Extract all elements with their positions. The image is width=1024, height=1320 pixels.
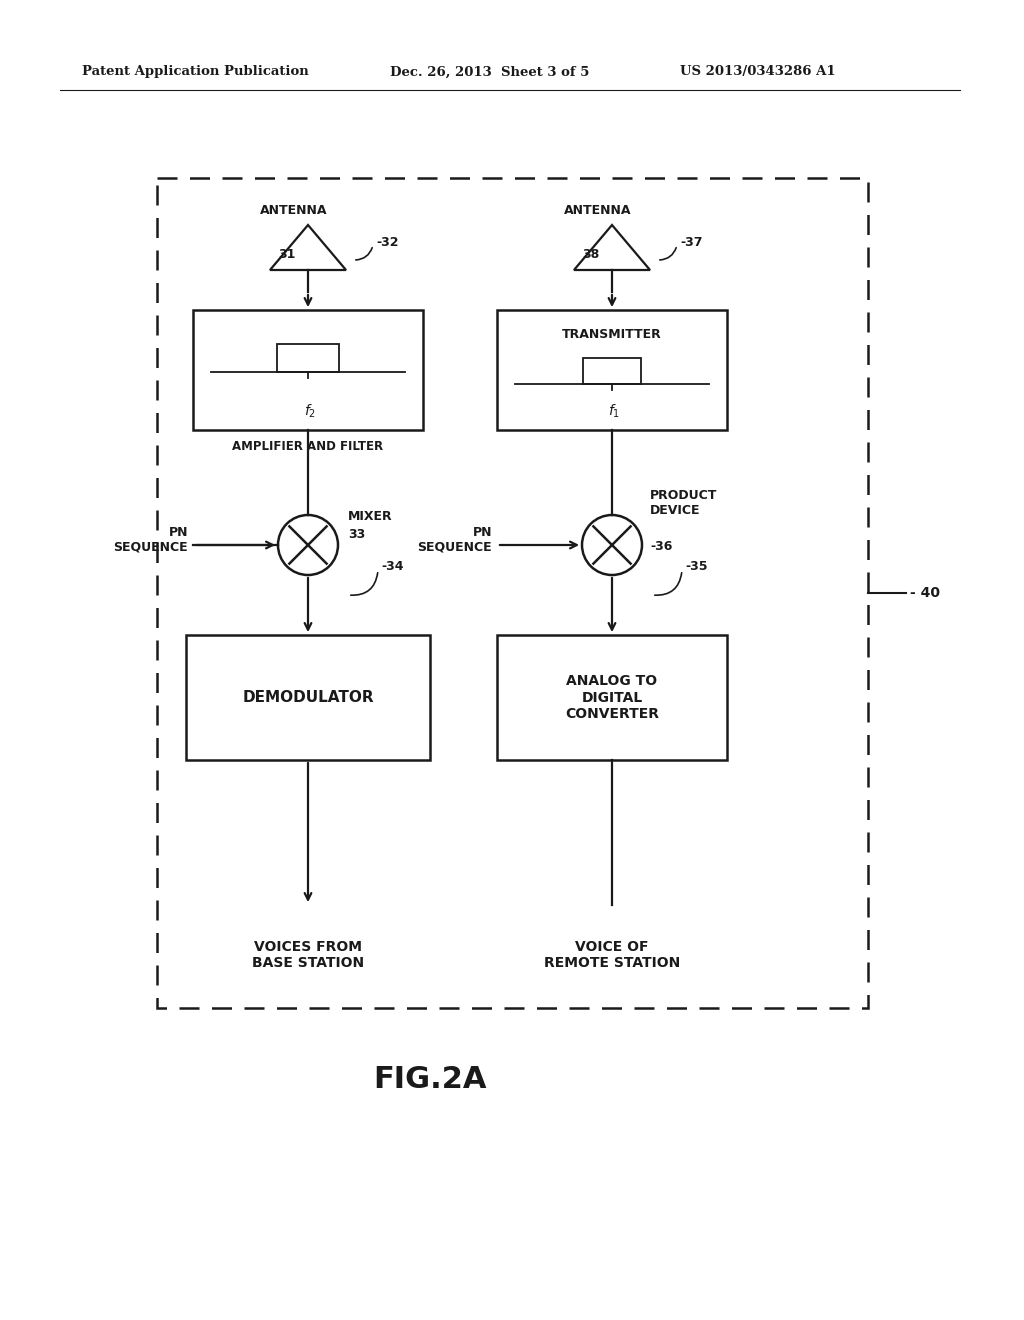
Text: ANTENNA: ANTENNA: [564, 205, 632, 216]
Text: -35: -35: [685, 561, 708, 573]
Bar: [583, 359, 641, 384]
Text: US 2013/0343286 A1: US 2013/0343286 A1: [680, 66, 836, 78]
Text: ANALOG TO
DIGITAL
CONVERTER: ANALOG TO DIGITAL CONVERTER: [565, 675, 659, 721]
Bar: [497, 310, 727, 430]
Text: -36: -36: [650, 540, 673, 553]
Text: TRANSMITTER: TRANSMITTER: [562, 327, 662, 341]
Bar: [157, 178, 868, 1008]
Text: -32: -32: [376, 235, 398, 248]
Text: 31: 31: [278, 248, 295, 261]
Text: VOICE OF
REMOTE STATION: VOICE OF REMOTE STATION: [544, 940, 680, 970]
Text: PN
SEQUENCE: PN SEQUENCE: [418, 525, 492, 554]
Text: ANTENNA: ANTENNA: [260, 205, 328, 216]
Text: MIXER: MIXER: [348, 511, 392, 524]
Text: PN
SEQUENCE: PN SEQUENCE: [114, 525, 188, 554]
Text: -37: -37: [680, 235, 702, 248]
Text: Dec. 26, 2013  Sheet 3 of 5: Dec. 26, 2013 Sheet 3 of 5: [390, 66, 590, 78]
Text: $f_2$: $f_2$: [304, 403, 316, 420]
Text: Patent Application Publication: Patent Application Publication: [82, 66, 309, 78]
Text: FIG.2A: FIG.2A: [374, 1065, 486, 1094]
Text: AMPLIFIER AND FILTER: AMPLIFIER AND FILTER: [232, 440, 384, 453]
Text: -34: -34: [381, 561, 403, 573]
Text: VOICES FROM
BASE STATION: VOICES FROM BASE STATION: [252, 940, 365, 970]
Bar: [278, 345, 339, 372]
Text: $f_1$: $f_1$: [608, 403, 621, 420]
Text: 33: 33: [348, 528, 366, 541]
Bar: [497, 635, 727, 760]
Text: PRODUCT
DEVICE: PRODUCT DEVICE: [650, 488, 718, 517]
Text: DEMODULATOR: DEMODULATOR: [243, 690, 374, 705]
Text: 38: 38: [582, 248, 599, 261]
Bar: [186, 635, 430, 760]
Text: - 40: - 40: [910, 586, 940, 601]
Bar: [193, 310, 423, 430]
